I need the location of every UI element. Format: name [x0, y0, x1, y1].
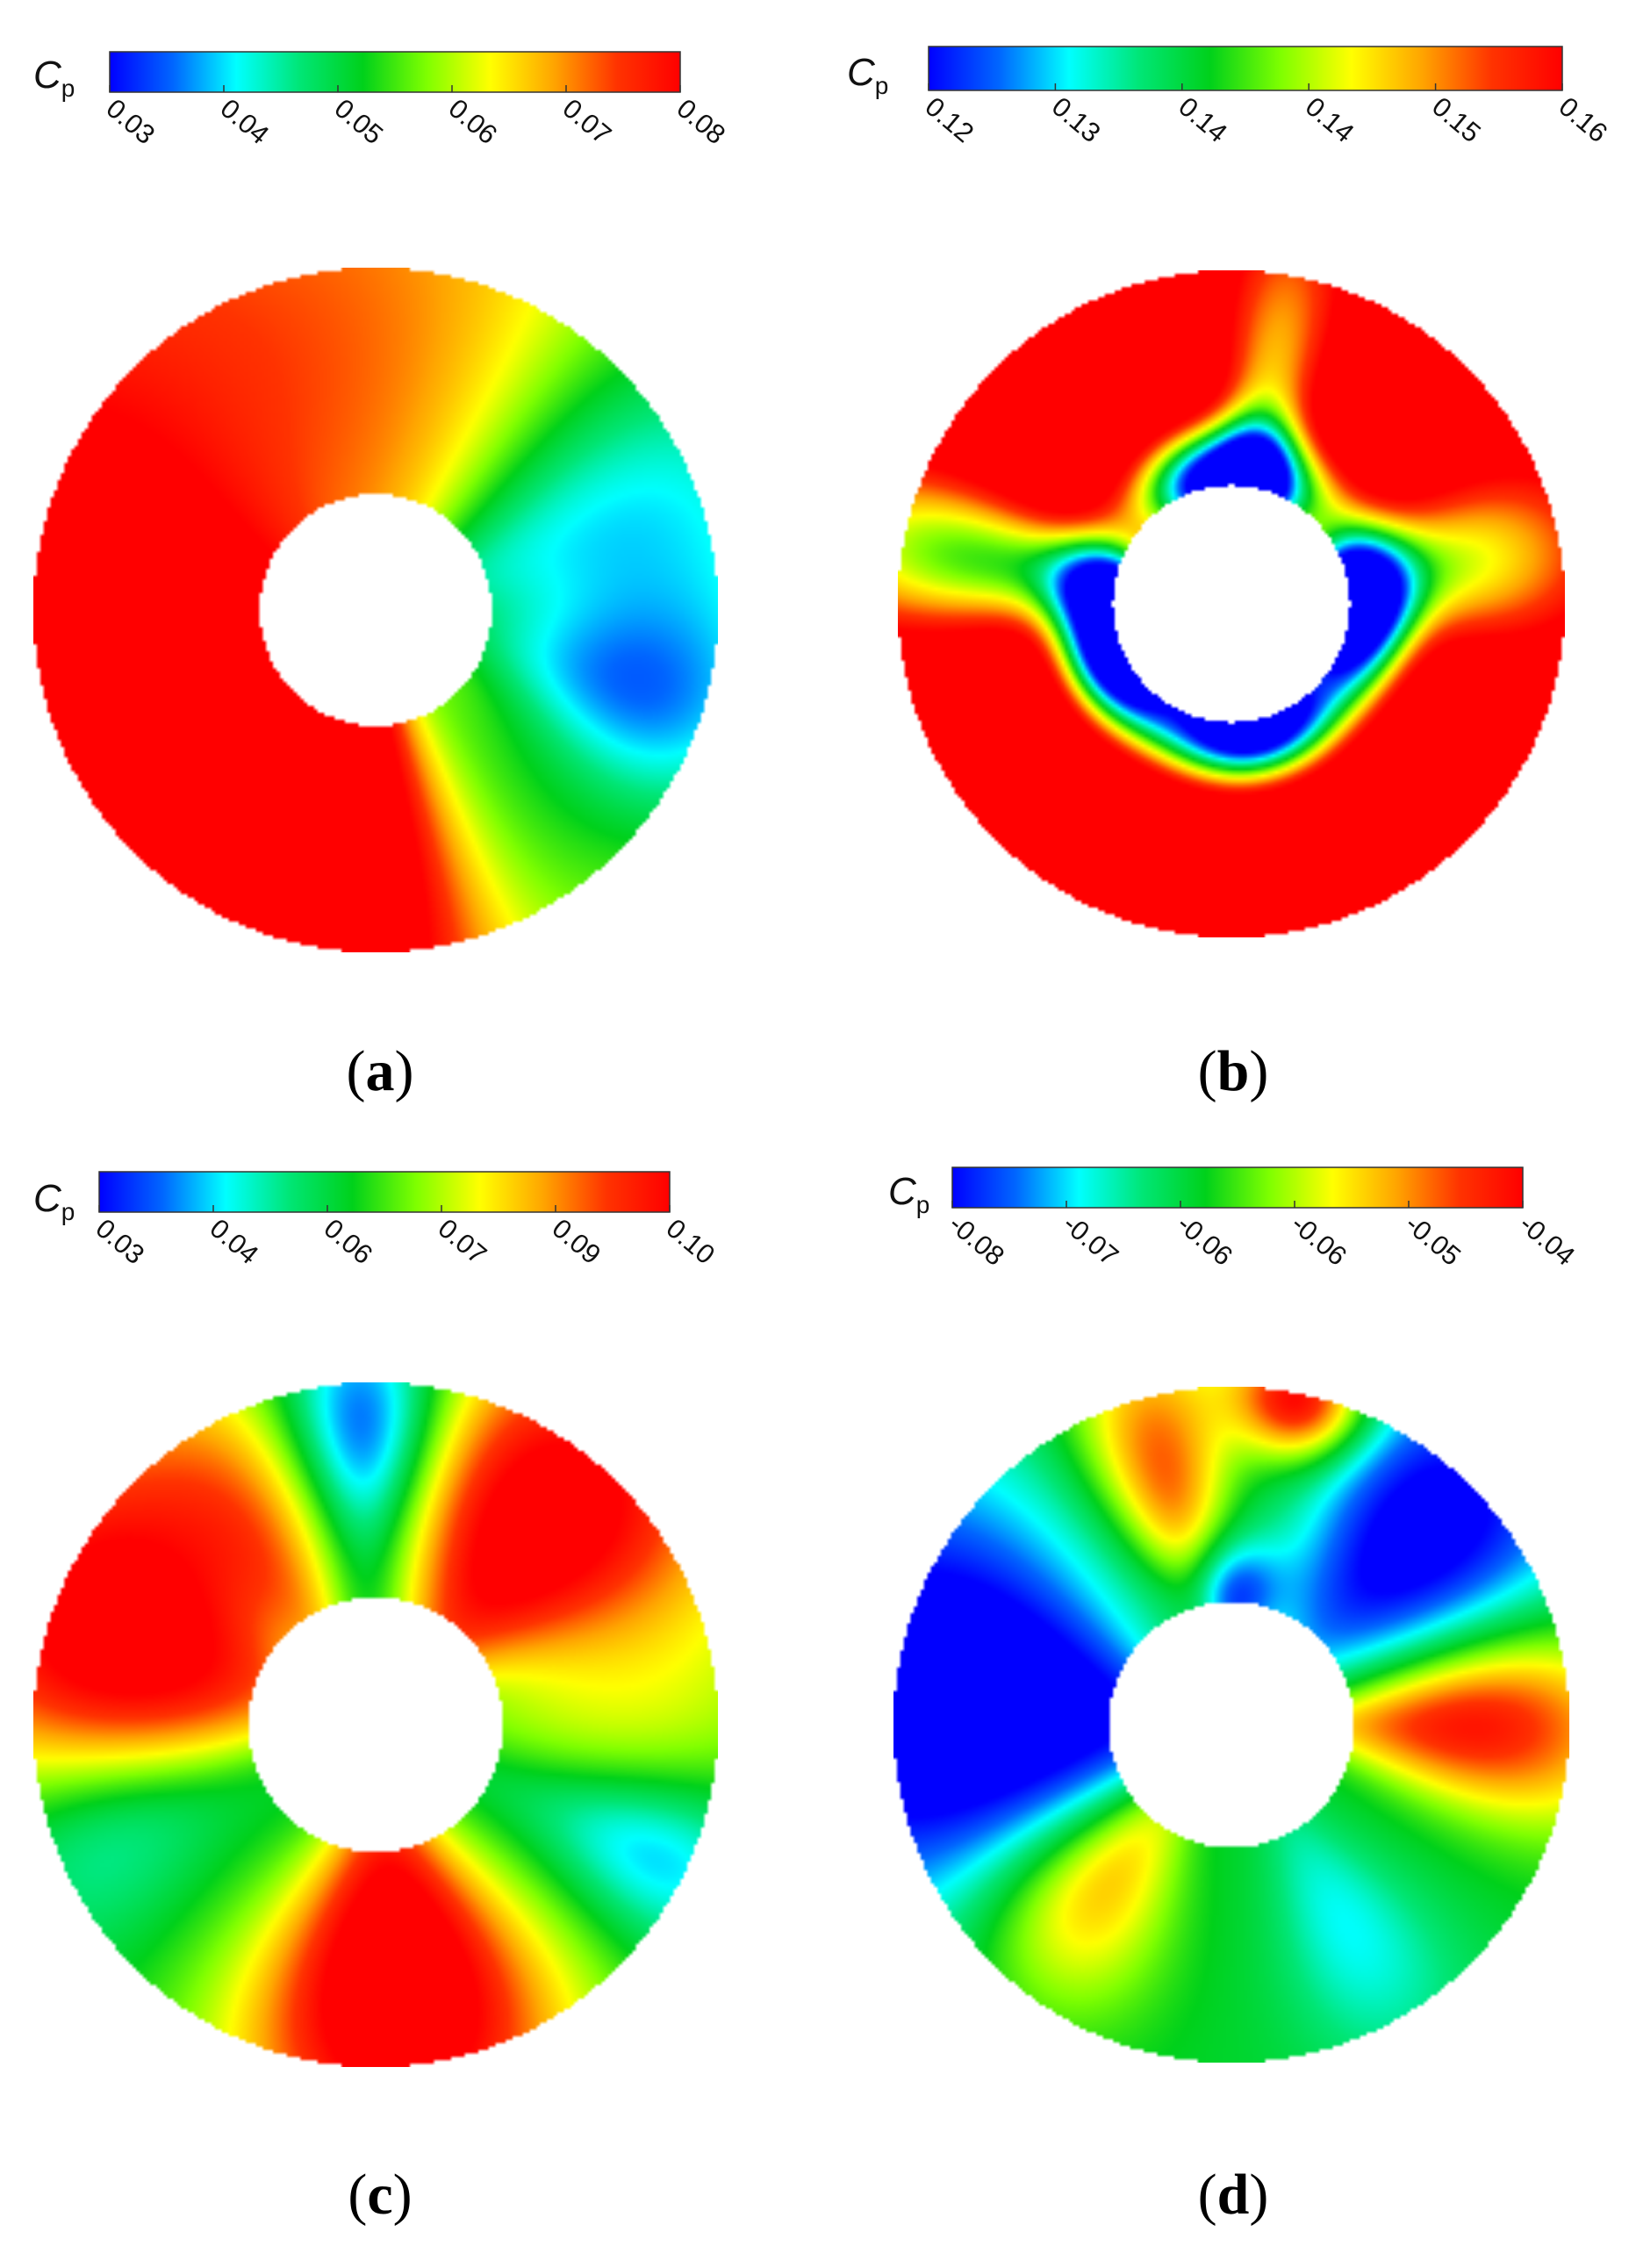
colorbar-tick-label-b-0: 0.12 [920, 91, 980, 149]
colorbar-gradient-b [928, 46, 1563, 91]
colorbar-tick-label-d-3: -0.06 [1286, 1209, 1353, 1272]
colorbar-symbol-c: Cp [33, 1177, 75, 1225]
colorbar-tick-label-a-3: 0.06 [443, 93, 504, 151]
colorbar-tick-label-b-5: 0.16 [1553, 91, 1614, 149]
colorbar-symbol-d: Cp [888, 1170, 929, 1218]
colorbar-tick-label-d-1: -0.07 [1058, 1209, 1125, 1272]
colorbar-gradient-a [109, 51, 681, 93]
colorbar-d: Cp -0.08 -0.07 -0.06 -0.06 -0.05 -0.04 [888, 1166, 1582, 1272]
panel-c: Cp 0.03 0.04 0.06 0.07 0.09 0.10 (c) [33, 1171, 721, 2227]
colorbar-tick-label-a-1: 0.04 [215, 93, 276, 151]
panel-b: Cp 0.12 0.13 0.14 0.14 0.15 0.16 (b) [847, 46, 1614, 1103]
colorbar-tick-label-b-1: 0.13 [1046, 91, 1107, 149]
panel-label-a: (a) [347, 1039, 414, 1103]
colorbar-tick-label-d-0: -0.08 [944, 1209, 1011, 1272]
colorbar-tick-label-b-2: 0.14 [1173, 91, 1233, 149]
colorbar-tick-label-b-3: 0.14 [1300, 91, 1360, 149]
pressure-field-c [33, 1382, 718, 2067]
pressure-field-a [33, 268, 718, 952]
panel-a: Cp 0.03 0.04 0.05 0.06 0.07 0.08 (a) [33, 51, 732, 1103]
colorbar-tick-label-c-5: 0.10 [661, 1213, 721, 1271]
colorbar-tick-label-d-4: -0.05 [1400, 1209, 1467, 1272]
colorbar-tick-label-a-0: 0.03 [101, 93, 161, 151]
colorbar-tick-label-a-5: 0.08 [671, 93, 732, 151]
pressure-field-d [893, 1387, 1569, 2063]
colorbar-tick-label-c-2: 0.06 [319, 1213, 379, 1271]
contour-ring-d [893, 1387, 1569, 2063]
colorbar-tick-label-c-4: 0.09 [547, 1213, 607, 1271]
panel-label-c: (c) [348, 2163, 412, 2227]
colorbar-tick-label-d-2: -0.06 [1172, 1209, 1239, 1272]
colorbar-symbol-a: Cp [33, 54, 75, 102]
colorbar-tick-label-c-3: 0.07 [433, 1213, 493, 1271]
panel-d: Cp -0.08 -0.07 -0.06 -0.06 -0.05 -0.04 (d) [888, 1166, 1582, 2227]
colorbar-gradient-d [951, 1166, 1524, 1209]
colorbar-tick-label-a-4: 0.07 [557, 93, 618, 151]
colorbar-tick-label-a-2: 0.05 [329, 93, 390, 151]
colorbar-gradient-c [98, 1171, 671, 1213]
colorbar-symbol-b: Cp [847, 51, 888, 99]
colorbar-tick-label-b-4: 0.15 [1426, 91, 1487, 149]
colorbar-tick-label-c-1: 0.04 [204, 1213, 265, 1271]
panel-label-d: (d) [1198, 2163, 1269, 2227]
contour-ring-b [898, 270, 1565, 937]
colorbar-tick-label-d-5: -0.04 [1514, 1209, 1582, 1272]
colorbar-tick-label-c-0: 0.03 [90, 1213, 151, 1271]
contour-ring-a [33, 268, 718, 952]
contour-ring-c [33, 1382, 718, 2067]
colorbar-b: Cp 0.12 0.13 0.14 0.14 0.15 0.16 [847, 46, 1614, 149]
panel-label-b: (b) [1198, 1039, 1269, 1103]
colorbar-a: Cp 0.03 0.04 0.05 0.06 0.07 0.08 [33, 51, 732, 151]
colorbar-c: Cp 0.03 0.04 0.06 0.07 0.09 0.10 [33, 1171, 721, 1271]
pressure-field-b [898, 270, 1565, 937]
